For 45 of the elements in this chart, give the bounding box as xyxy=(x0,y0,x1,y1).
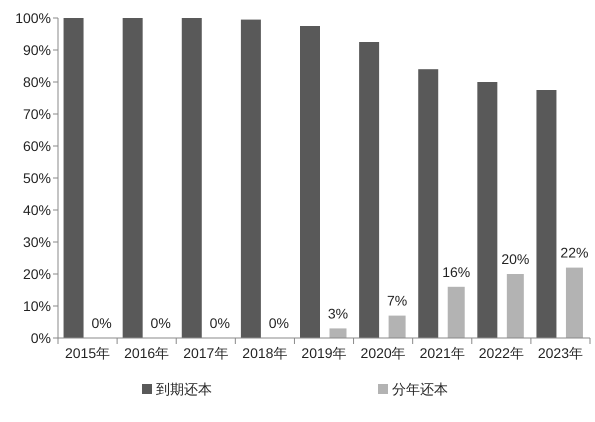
x-tick-label: 2023年 xyxy=(538,345,584,361)
y-tick-label: 70% xyxy=(22,106,51,122)
y-tick-label: 90% xyxy=(22,42,51,58)
data-label: 16% xyxy=(442,264,470,280)
bar xyxy=(300,26,320,338)
legend-label: 到期还本 xyxy=(156,381,212,397)
x-tick-label: 2020年 xyxy=(360,345,406,361)
x-tick-label: 2019年 xyxy=(301,345,347,361)
data-label: 20% xyxy=(501,251,530,267)
data-label: 0% xyxy=(150,315,171,331)
y-tick-label: 60% xyxy=(22,138,51,154)
data-label: 0% xyxy=(210,315,230,331)
bar xyxy=(506,274,524,338)
x-tick-label: 2017年 xyxy=(183,345,228,361)
bar xyxy=(330,328,346,338)
bar xyxy=(448,286,465,338)
y-tick-label: 50% xyxy=(22,170,51,186)
data-label: 22% xyxy=(560,244,588,261)
bar xyxy=(182,18,202,338)
y-tick-label: 20% xyxy=(22,266,51,282)
bar xyxy=(359,42,380,338)
y-tick-label: 10% xyxy=(22,298,51,314)
bar xyxy=(477,82,498,338)
x-tick-label: 2018年 xyxy=(242,345,288,361)
y-tick-label: 40% xyxy=(22,202,51,218)
x-tick-label: 2016年 xyxy=(124,345,170,361)
bar xyxy=(122,18,143,338)
bar xyxy=(64,18,84,338)
bar xyxy=(418,69,438,338)
data-label: 0% xyxy=(268,315,290,331)
x-tick-label: 2021年 xyxy=(420,345,465,361)
y-tick-label: 80% xyxy=(22,74,51,90)
y-tick-label: 30% xyxy=(22,234,51,250)
y-tick-label: 0% xyxy=(30,330,51,346)
bar xyxy=(388,316,406,338)
x-tick-label: 2022年 xyxy=(478,345,524,361)
y-tick-label: 100% xyxy=(15,10,51,26)
x-tick-label: 2015年 xyxy=(64,345,110,361)
bar xyxy=(240,20,261,338)
data-label: 3% xyxy=(328,305,348,322)
bar xyxy=(566,268,583,338)
data-label: 7% xyxy=(386,292,408,309)
data-label: 0% xyxy=(91,315,112,331)
bar xyxy=(536,90,556,338)
legend-label: 分年还本 xyxy=(392,381,448,397)
